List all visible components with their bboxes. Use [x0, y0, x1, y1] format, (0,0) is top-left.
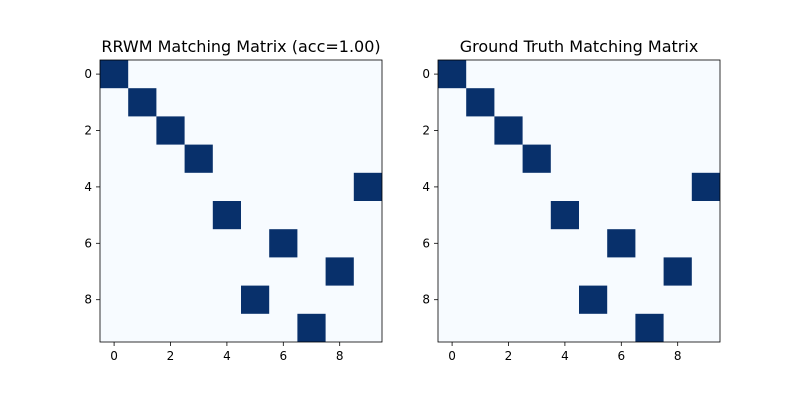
x-tick-label: 2 [505, 349, 513, 363]
x-tick-label: 0 [448, 349, 456, 363]
heatmap-panel-2: Ground Truth Matching Matrix 0 2 4 6 8 0 2 4 6 8 [422, 37, 721, 363]
heatmap-cell-1-1 [128, 88, 157, 117]
x-tick-label: 8 [336, 349, 344, 363]
heatmap-cell-8-5 [241, 285, 270, 314]
heatmap-cell-0-0 [438, 60, 467, 89]
axes-frame [99, 59, 383, 343]
heatmap-cell-0-0 [100, 60, 129, 89]
heatmap-cell-7-8 [325, 257, 354, 286]
heatmap-cell-3-3 [522, 144, 551, 173]
heatmap-cell-9-7 [635, 313, 664, 342]
heatmap-cell-6-6 [607, 229, 636, 258]
y-tick-label: 2 [422, 124, 430, 138]
x-tick-label: 4 [223, 349, 231, 363]
heatmap-cell-4-9 [691, 172, 720, 201]
heatmap-cell-6-6 [269, 229, 298, 258]
y-tick-label: 8 [84, 293, 92, 307]
heatmap-cell-5-4 [212, 201, 241, 230]
y-tick-label: 4 [84, 180, 92, 194]
heatmap-cell-3-3 [184, 144, 213, 173]
heatmap-cell-1-1 [466, 88, 495, 117]
chart-title: RRWM Matching Matrix (acc=1.00) [101, 37, 380, 56]
x-tick-label: 6 [279, 349, 287, 363]
chart-title: Ground Truth Matching Matrix [460, 37, 699, 56]
y-tick-label: 0 [422, 67, 430, 81]
x-tick-label: 6 [617, 349, 625, 363]
y-tick-label: 6 [422, 236, 430, 250]
y-tick-label: 0 [84, 67, 92, 81]
x-tick-label: 8 [674, 349, 682, 363]
x-tick-label: 4 [561, 349, 569, 363]
heatmap-panel-1: RRWM Matching Matrix (acc=1.00) 0 2 4 6 8 0 2 4 6… [84, 37, 383, 363]
heatmap-cell-8-5 [579, 285, 608, 314]
y-tick-label: 2 [84, 124, 92, 138]
y-tick-label: 8 [422, 293, 430, 307]
x-tick-label: 2 [167, 349, 175, 363]
y-tick-label: 4 [422, 180, 430, 194]
y-tick-label: 6 [84, 236, 92, 250]
heatmap-cell-9-7 [297, 313, 326, 342]
axes-frame [437, 59, 721, 343]
heatmap-cell-5-4 [550, 201, 579, 230]
x-tick-label: 0 [110, 349, 118, 363]
heatmap-cell-7-8 [663, 257, 692, 286]
heatmap-cell-2-2 [156, 116, 185, 145]
heatmap-cell-4-9 [353, 172, 382, 201]
heatmap-cell-2-2 [494, 116, 523, 145]
